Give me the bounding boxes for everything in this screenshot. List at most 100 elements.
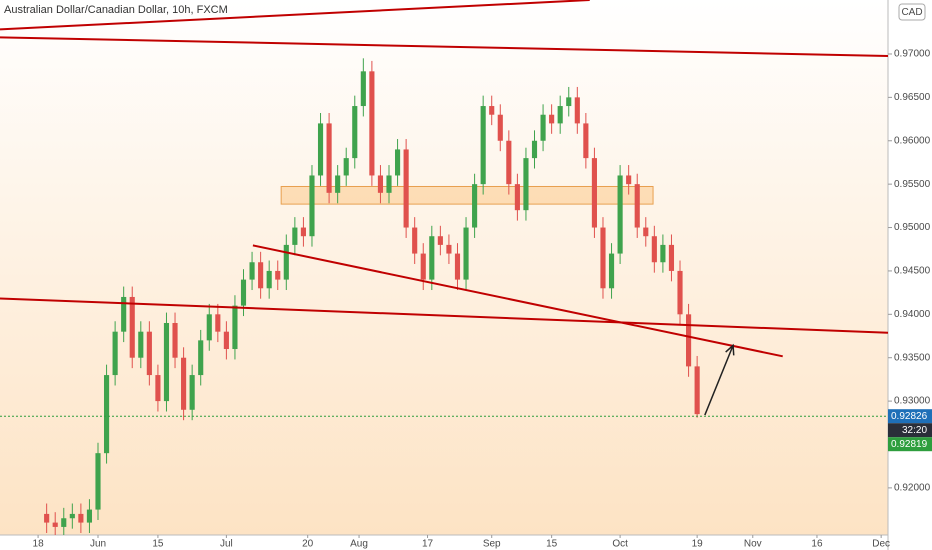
candle-body bbox=[283, 244, 289, 280]
candle-body bbox=[626, 175, 632, 185]
candle-body bbox=[61, 518, 67, 527]
candle-body bbox=[121, 296, 127, 332]
y-tick-label: 0.97000 bbox=[894, 49, 931, 60]
candle-body bbox=[420, 253, 426, 280]
candle-body bbox=[86, 509, 93, 523]
candle-body bbox=[446, 244, 452, 254]
x-tick-label: 15 bbox=[152, 539, 164, 550]
candle-body bbox=[163, 322, 170, 402]
x-tick-label: 15 bbox=[546, 539, 558, 550]
candle-body bbox=[232, 305, 238, 350]
candle-body bbox=[249, 262, 255, 280]
plot-area bbox=[0, 0, 888, 535]
arrow-head bbox=[725, 343, 735, 356]
trendline bbox=[252, 244, 783, 358]
y-tick-label: 0.96000 bbox=[894, 135, 931, 146]
y-tick-label: 0.93000 bbox=[894, 396, 931, 407]
candle-body bbox=[386, 175, 392, 193]
currency-label[interactable]: CAD bbox=[901, 7, 922, 18]
candle-body bbox=[78, 513, 84, 523]
candle-body bbox=[146, 331, 152, 376]
x-tick-label: 18 bbox=[33, 539, 45, 550]
candle-body bbox=[531, 140, 538, 159]
candle-body bbox=[181, 357, 187, 410]
candle-body bbox=[557, 106, 563, 124]
price-axis bbox=[888, 0, 932, 550]
zone bbox=[280, 185, 654, 205]
candle-body bbox=[668, 244, 675, 271]
x-tick-label: 19 bbox=[692, 539, 704, 550]
candle-body bbox=[574, 97, 580, 124]
candle-body bbox=[300, 227, 306, 237]
candle-body bbox=[412, 227, 418, 254]
y-tick-label: 0.94000 bbox=[894, 309, 931, 320]
plot bbox=[0, 0, 888, 535]
candle-body bbox=[258, 262, 264, 289]
candle-body bbox=[240, 279, 247, 306]
candle-body bbox=[540, 114, 546, 141]
x-tick-label: Jun bbox=[90, 539, 106, 550]
countdown-label: 32:20 bbox=[902, 425, 927, 436]
bid-price-label: 0.92819 bbox=[891, 439, 928, 450]
candle-body bbox=[583, 123, 589, 159]
trendline bbox=[0, 0, 590, 31]
candle-body bbox=[198, 340, 204, 376]
y-tick-label: 0.94500 bbox=[894, 266, 931, 277]
y-tick-label: 0.95000 bbox=[894, 222, 931, 233]
candle-body bbox=[52, 522, 58, 527]
candle-body bbox=[549, 114, 555, 124]
candle-body bbox=[472, 184, 478, 228]
x-tick-label: 20 bbox=[302, 539, 314, 550]
candle-body bbox=[394, 149, 401, 176]
x-tick-label: Oct bbox=[612, 539, 628, 550]
candle-body bbox=[155, 375, 161, 402]
x-tick-label: Nov bbox=[744, 539, 762, 550]
candle-body bbox=[463, 227, 469, 280]
candle-body bbox=[480, 106, 486, 185]
y-tick-label: 0.92000 bbox=[894, 483, 931, 494]
candle-body bbox=[129, 296, 135, 358]
candle-body bbox=[643, 227, 649, 237]
candle-body bbox=[608, 253, 615, 289]
trendline bbox=[0, 36, 888, 57]
candle-body bbox=[360, 71, 366, 107]
candle-body bbox=[223, 331, 229, 350]
chart-title: Australian Dollar/Canadian Dollar, 10h, … bbox=[4, 4, 228, 16]
candle-body bbox=[95, 453, 101, 510]
candle-body bbox=[69, 513, 75, 519]
candle-body bbox=[189, 375, 195, 410]
candle-body bbox=[694, 366, 700, 415]
last-price-label: 0.92826 bbox=[891, 411, 928, 422]
x-tick-label: 17 bbox=[422, 539, 434, 550]
candle-body bbox=[292, 227, 298, 245]
candle-body bbox=[44, 513, 50, 523]
candle-body bbox=[600, 227, 606, 289]
y-tick-label: 0.93500 bbox=[894, 352, 931, 363]
candle-body bbox=[617, 175, 623, 254]
candle-body bbox=[215, 314, 221, 332]
candle-body bbox=[634, 184, 640, 228]
candle-body bbox=[309, 175, 315, 237]
candle-body bbox=[506, 140, 512, 185]
candle-body bbox=[377, 175, 384, 193]
candle-body bbox=[429, 236, 435, 280]
candle-body bbox=[514, 184, 520, 211]
candle-body bbox=[138, 331, 144, 358]
bid-price-box bbox=[888, 437, 932, 452]
candle-body bbox=[454, 253, 461, 280]
candle-body bbox=[686, 314, 692, 367]
candle-body bbox=[489, 106, 495, 115]
x-tick-label: 16 bbox=[811, 539, 823, 550]
candle-body bbox=[317, 123, 324, 176]
y-tick-label: 0.96500 bbox=[894, 92, 931, 103]
candle-body bbox=[651, 236, 657, 263]
candle-body bbox=[523, 158, 529, 211]
x-tick-label: Aug bbox=[350, 539, 368, 550]
currency-box[interactable] bbox=[898, 3, 926, 21]
candle-body bbox=[172, 322, 178, 358]
last-price-box bbox=[888, 409, 932, 424]
candle-body bbox=[112, 331, 118, 376]
x-tick-label: Jul bbox=[220, 539, 233, 550]
candle-body bbox=[369, 71, 375, 176]
